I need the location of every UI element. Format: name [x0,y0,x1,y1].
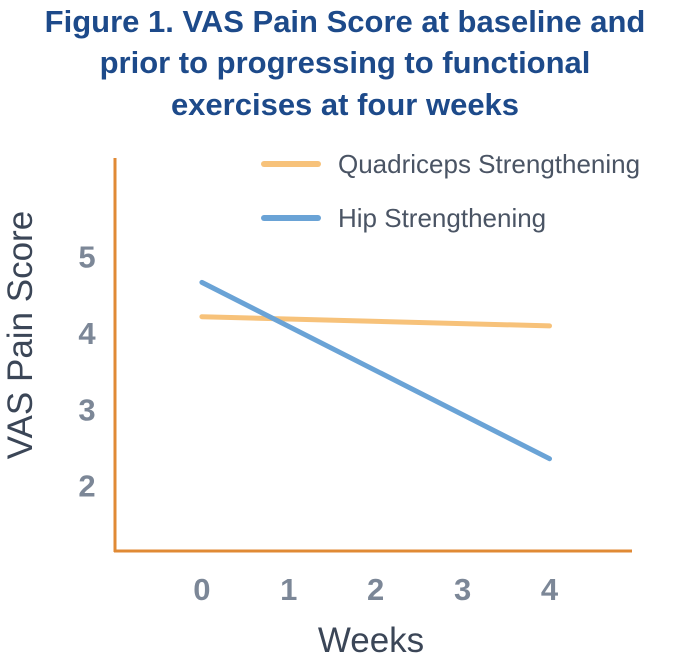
y-tick-label: 4 [78,316,96,351]
legend-label: Hip Strengthening [338,203,546,233]
series-line-hip [199,279,552,462]
chart-title: Figure 1. VAS Pain Score at baseline and… [45,4,646,122]
x-tick-label: 1 [280,572,297,607]
chart-title-line-1: Figure 1. VAS Pain Score at baseline and [45,4,646,39]
y-axis-title: VAS Pain Score [1,211,40,459]
legend-item-hip: Hip Strengthening [261,203,546,233]
y-tick-label: 2 [78,469,95,504]
x-tick-label: 3 [454,572,471,607]
x-tick-labels: 0 1 2 3 4 [193,572,559,607]
legend-item-quadriceps: Quadriceps Strengthening [261,149,640,179]
legend: Quadriceps Strengthening Hip Strengtheni… [261,149,640,233]
y-tick-labels: 2 3 4 5 [78,240,96,504]
x-tick-label: 0 [193,572,210,607]
chart-title-line-2: prior to progressing to functional [100,45,591,80]
y-tick-label: 5 [78,240,95,275]
x-axis-title: Weeks [318,621,424,660]
x-tick-label: 2 [367,572,384,607]
series-line-quadriceps [199,314,552,329]
chart-title-line-3: exercises at four weeks [171,87,519,122]
legend-label: Quadriceps Strengthening [338,149,640,179]
series-lines [199,279,552,462]
y-tick-label: 3 [78,392,95,427]
x-tick-label: 4 [541,572,559,607]
